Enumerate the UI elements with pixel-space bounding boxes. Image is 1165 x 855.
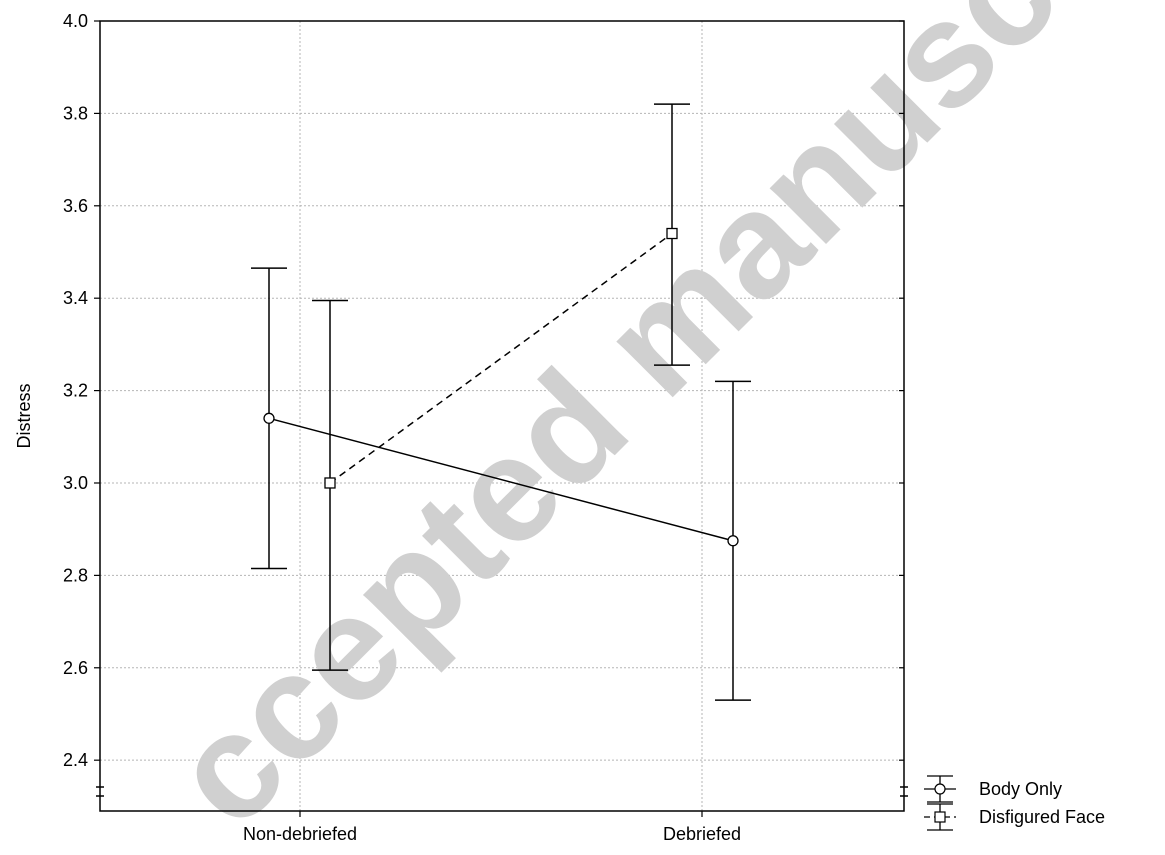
series-0 [251, 267, 751, 701]
legend-marker [934, 811, 946, 823]
series-line [268, 417, 734, 542]
x-tick-label: Non-debriefed [243, 824, 357, 844]
data-point [324, 477, 336, 489]
grid-lines [100, 21, 904, 811]
watermark-text: ccepted manuscript [139, 0, 1165, 855]
y-tick-label: 2.8 [63, 565, 88, 585]
data-point [666, 227, 678, 240]
y-tick-label: 3.0 [63, 473, 88, 493]
y-axis-title: Distress [14, 383, 34, 448]
watermark: ccepted manuscript [139, 0, 1165, 855]
data-point [263, 412, 275, 424]
legend-item-1: Disfigured Face [924, 803, 1105, 831]
legend: Body Only Disfigured Face [924, 775, 1105, 831]
x-axis: Non-debriefed Debriefed [243, 811, 741, 844]
series-line [329, 232, 673, 484]
y-tick-label: 3.2 [63, 381, 88, 401]
y-tick-label: 3.8 [63, 103, 88, 123]
x-tick-label: Debriefed [663, 824, 741, 844]
legend-label: Disfigured Face [979, 807, 1105, 827]
legend-item-0: Body Only [924, 775, 1062, 803]
y-tick-label: 3.6 [63, 196, 88, 216]
y-tick-label: 2.6 [63, 658, 88, 678]
y-tick-label: 3.4 [63, 288, 88, 308]
plot-border [99, 20, 905, 812]
series [251, 103, 751, 701]
y-tick-label: 2.4 [63, 750, 88, 770]
legend-label: Body Only [979, 779, 1062, 799]
series-1 [312, 103, 690, 671]
legend-marker [934, 783, 946, 795]
plot-frame [96, 20, 908, 812]
data-point [727, 535, 739, 547]
y-tick-label: 4.0 [63, 11, 88, 31]
y-axis: 2.4 2.6 2.8 3.0 3.2 3.4 3.6 3.8 4.0 [63, 11, 904, 770]
